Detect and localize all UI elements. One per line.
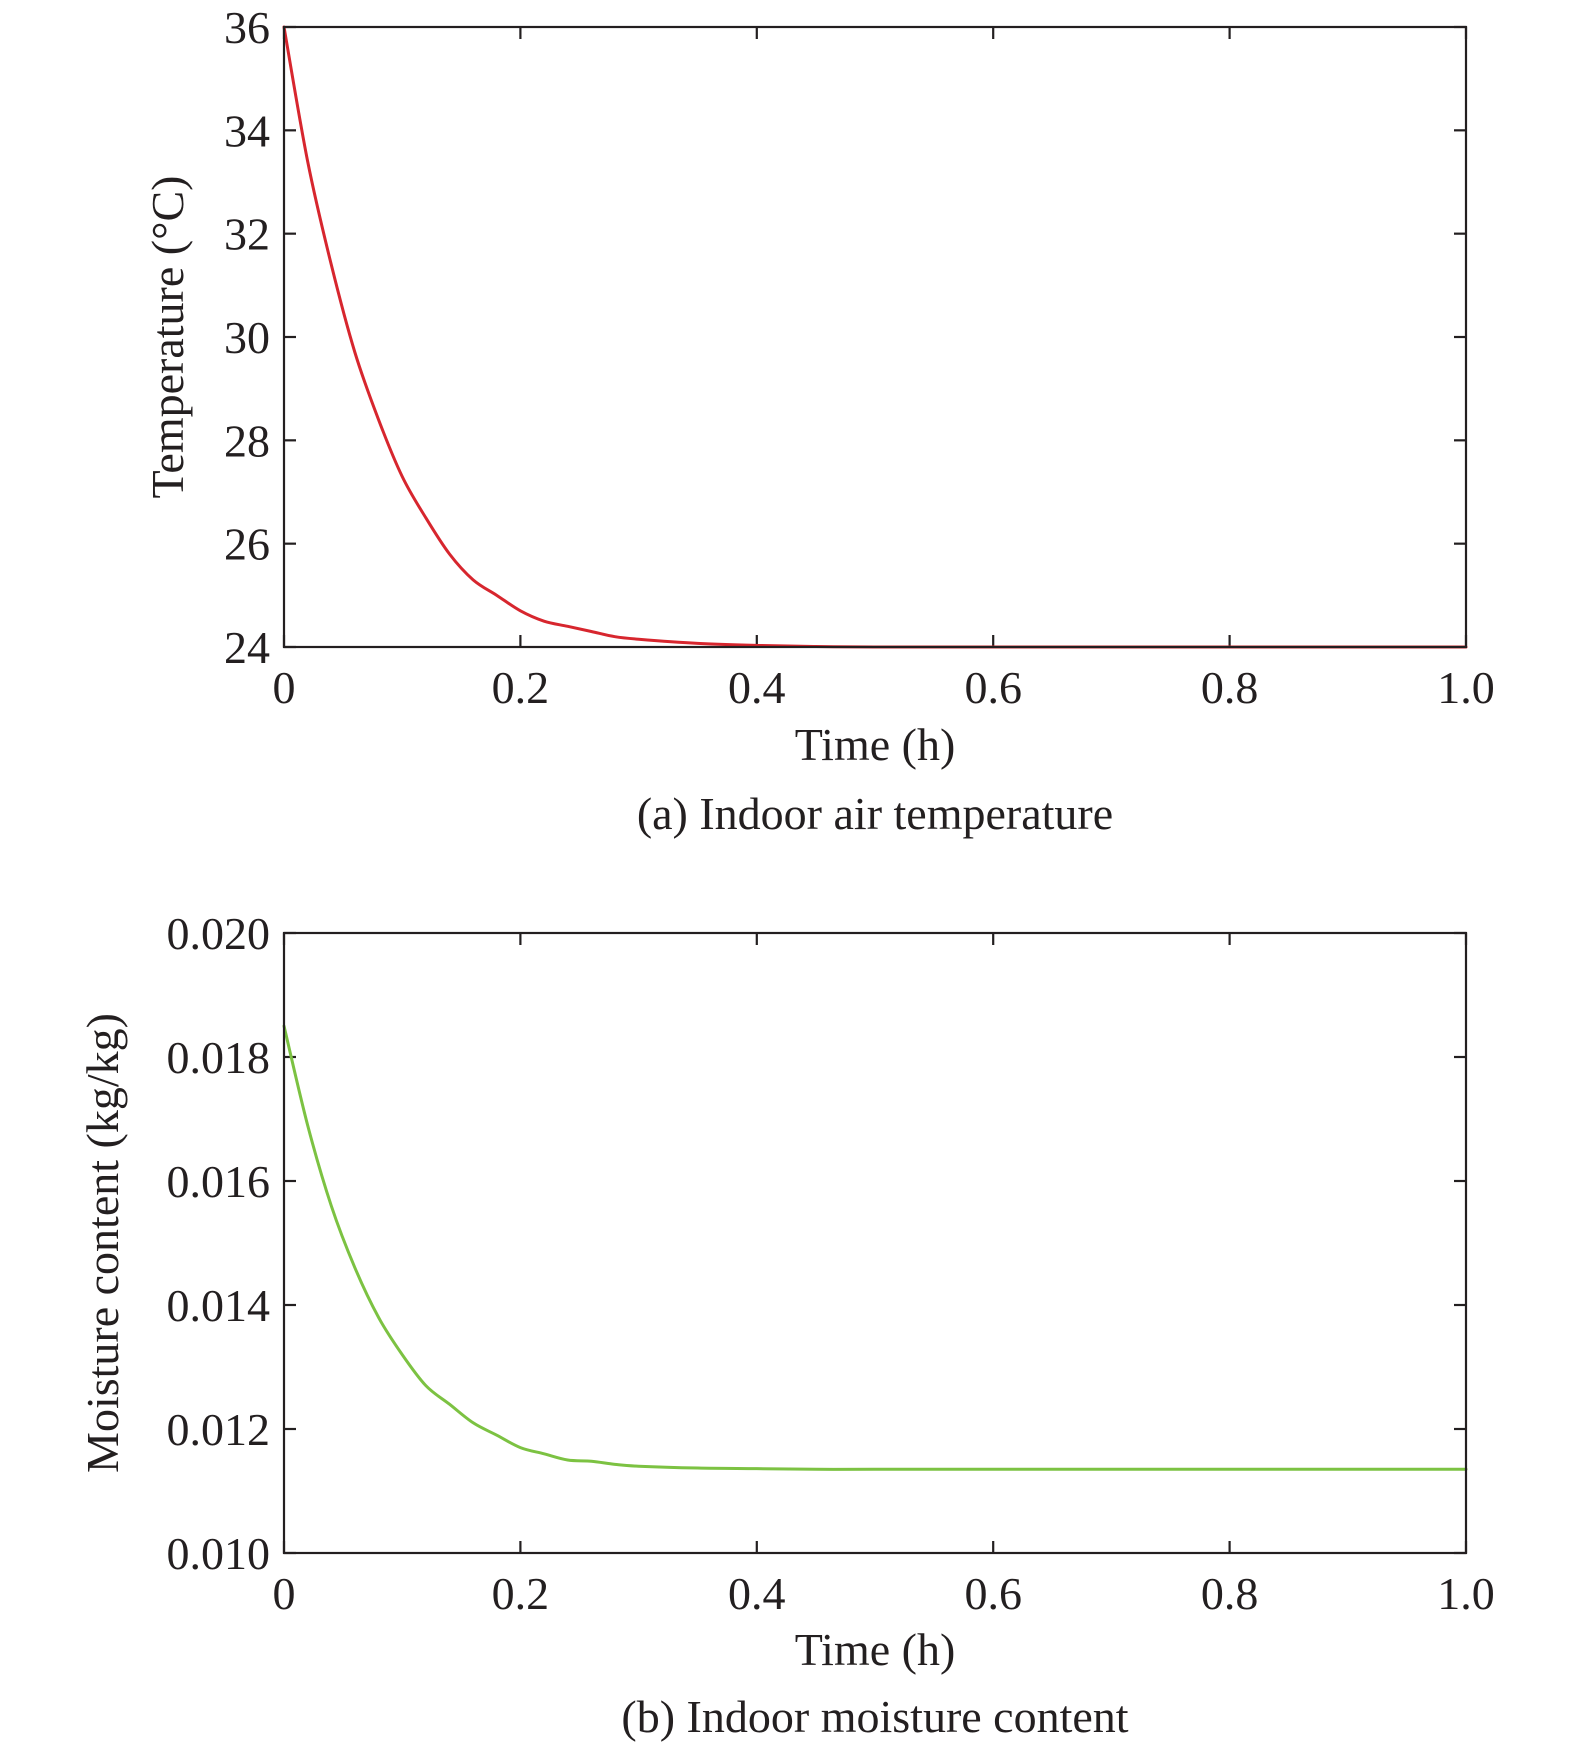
- series-line-a-0: [282, 25, 1468, 649]
- x-tick-labels-a: 0 0.2 0.4 0.6 0.8 1.0: [273, 662, 1495, 713]
- y-axis-label-a: Temperature (°C): [142, 176, 193, 499]
- y-tick-labels-a: 24 26 28 30 32 34 36: [224, 2, 270, 673]
- y-tick-label-a-3: 30: [224, 312, 270, 363]
- y-tick-label-b-3: 0.016: [167, 1156, 271, 1207]
- plot-frame-a: [282, 25, 1468, 649]
- y-tick-label-a-4: 32: [224, 209, 270, 260]
- x-tick-label-b-1: 0.2: [492, 1568, 550, 1619]
- y-tick-label-a-6: 36: [224, 2, 270, 53]
- y-tick-label-a-1: 26: [224, 519, 270, 570]
- series-line-b-0: [282, 1024, 1468, 1471]
- x-tick-label-b-0: 0: [273, 1568, 296, 1619]
- y-tick-label-b-5: 0.020: [167, 908, 271, 959]
- y-tick-label-b-0: 0.010: [167, 1528, 271, 1579]
- x-tick-label-b-2: 0.4: [728, 1568, 786, 1619]
- ticks-a: [282, 25, 1468, 649]
- y-tick-label-a-0: 24: [224, 622, 270, 673]
- y-tick-label-b-4: 0.018: [167, 1032, 271, 1083]
- x-tick-label-b-3: 0.6: [964, 1568, 1022, 1619]
- x-tick-label-b-5: 1.0: [1437, 1568, 1495, 1619]
- ticks-b: [282, 931, 1468, 1555]
- x-tick-label-b-4: 0.8: [1201, 1568, 1259, 1619]
- x-tick-label-a-5: 1.0: [1437, 662, 1495, 713]
- x-axis-label-a: Time (h): [795, 719, 956, 770]
- x-tick-label-a-0: 0: [273, 662, 296, 713]
- caption-b: (b) Indoor moisture content: [621, 1691, 1128, 1742]
- caption-a: (a) Indoor air temperature: [637, 788, 1113, 839]
- y-tick-label-a-2: 28: [224, 415, 270, 466]
- series-a: [282, 25, 1468, 649]
- series-b: [282, 1024, 1468, 1471]
- y-axis-label-b: Moisture content (kg/kg): [77, 1013, 128, 1473]
- y-tick-label-b-1: 0.012: [167, 1404, 271, 1455]
- x-tick-labels-b: 0 0.2 0.4 0.6 0.8 1.0: [273, 1568, 1495, 1619]
- panel-temperature: 0 0.2 0.4 0.6 0.8 1.0 24 26 28 30 32 34 36 Time (h)…: [142, 2, 1495, 839]
- plot-frame-b: [282, 931, 1468, 1555]
- x-tick-label-a-2: 0.4: [728, 662, 786, 713]
- x-tick-label-a-1: 0.2: [492, 662, 550, 713]
- x-tick-label-a-3: 0.6: [964, 662, 1022, 713]
- panel-moisture: 0 0.2 0.4 0.6 0.8 1.0 0.0100.0120.0140.0160.0…: [77, 908, 1495, 1742]
- y-tick-label-b-2: 0.014: [167, 1280, 271, 1331]
- x-tick-label-a-4: 0.8: [1201, 662, 1259, 713]
- x-axis-label-b: Time (h): [795, 1624, 956, 1675]
- y-tick-labels-b: 0.010 0.012 0.014 0.016 0.018 0.020: [167, 908, 271, 1579]
- y-tick-label-a-5: 34: [224, 105, 270, 156]
